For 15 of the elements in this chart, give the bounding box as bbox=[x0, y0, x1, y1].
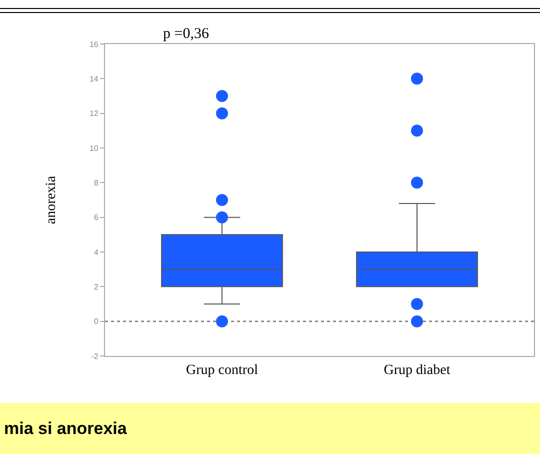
y-tick-label: 2 bbox=[94, 282, 99, 292]
chart-title: p =0,36 bbox=[163, 26, 210, 42]
y-tick-label: 12 bbox=[89, 109, 99, 118]
y-tick-label: 6 bbox=[94, 213, 99, 222]
y-tick-label: 14 bbox=[89, 74, 99, 84]
y-tick-label: 4 bbox=[94, 248, 99, 257]
x-tick-label: Grup control bbox=[186, 362, 258, 378]
y-tick-label: 8 bbox=[94, 178, 99, 188]
y-tick-label: 10 bbox=[89, 144, 99, 153]
x-tick-label: Grup diabet bbox=[384, 362, 450, 378]
y-tick-label: -2 bbox=[91, 352, 99, 361]
y-axis-title: anorexia bbox=[44, 175, 60, 224]
text: mia si anorexia bbox=[0, 403, 540, 454]
y-tick-label: 16 bbox=[89, 40, 99, 49]
y-tick-label: 0 bbox=[94, 317, 99, 326]
